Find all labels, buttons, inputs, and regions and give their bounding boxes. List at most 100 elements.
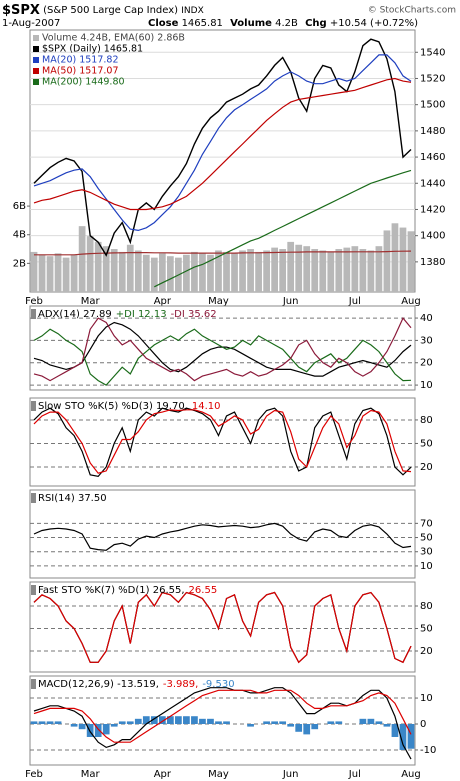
legend-entry: RSI(14) 37.50 xyxy=(38,493,107,504)
line-series xyxy=(33,689,412,743)
bar xyxy=(255,251,262,292)
bar xyxy=(271,247,279,292)
bar xyxy=(183,716,190,725)
bar xyxy=(94,241,102,292)
bar xyxy=(150,257,158,292)
bar xyxy=(30,251,38,292)
x-tick-label: Aug xyxy=(401,769,421,780)
bar xyxy=(134,718,142,725)
bar xyxy=(391,724,399,737)
bar xyxy=(231,253,238,292)
x-tick-label: Apr xyxy=(154,296,172,307)
bar xyxy=(150,716,158,725)
quote-label: Close xyxy=(148,18,179,29)
legend-swatch xyxy=(33,79,39,85)
legend-swatch xyxy=(33,57,39,63)
legend-entry: Slow STO %K(5) %D(3) 19.70, xyxy=(38,401,188,412)
bar xyxy=(142,254,150,292)
bar xyxy=(287,724,295,727)
bar xyxy=(279,249,287,292)
bar xyxy=(118,251,126,292)
bar xyxy=(78,226,86,292)
legend-entry: Fast STO %K(7) %D(1) 26.55, xyxy=(38,585,185,596)
y-tick-label: 70 xyxy=(420,518,433,529)
legend-entry: Volume 4.24B, EMA(60) 2.86B xyxy=(42,33,185,44)
legend-swatch xyxy=(31,309,36,319)
y-tick-label: 20 xyxy=(420,462,433,473)
bar xyxy=(319,250,327,292)
bar xyxy=(110,724,118,727)
y-tick-label: 30 xyxy=(420,547,433,558)
y-tick-label: 1540 xyxy=(420,47,445,58)
line-series xyxy=(34,250,412,256)
y-tick-label: 20 xyxy=(420,358,433,369)
y-tick-label: 1520 xyxy=(420,73,445,84)
y-tick-label: 1460 xyxy=(420,152,445,163)
legend-entry: -9.530 xyxy=(202,679,234,690)
y2-tick-label: 6B xyxy=(13,201,26,212)
y2-tick-label: 2B xyxy=(13,258,26,269)
bar xyxy=(175,716,182,725)
bar xyxy=(38,721,46,725)
y-tick-label: 1480 xyxy=(420,126,445,137)
bar xyxy=(407,724,415,749)
bar xyxy=(383,724,391,727)
bar xyxy=(62,257,70,292)
bar xyxy=(295,244,303,292)
line-series xyxy=(154,169,412,288)
y2-tick-label: 4B xyxy=(13,230,26,241)
legend-entry: 14.10 xyxy=(192,401,221,412)
source: © StockCharts.com xyxy=(368,6,456,16)
line-series xyxy=(33,407,412,478)
y-tick-label: 0 xyxy=(420,719,426,730)
y-tick-label: 30 xyxy=(420,335,433,346)
header-line: $SPX (S&P 500 Large Cap Index) INDX xyxy=(2,3,204,18)
bar xyxy=(54,721,62,725)
legend-swatch xyxy=(33,68,39,74)
legend-swatch xyxy=(33,46,39,52)
quote-value: 1465.81 xyxy=(182,18,223,29)
y-tick-label: 1380 xyxy=(420,257,445,268)
legend-entry: +DI 12.13 xyxy=(116,309,167,320)
bar xyxy=(303,246,311,292)
bar xyxy=(351,246,359,292)
bar xyxy=(407,231,415,292)
bar xyxy=(166,716,174,725)
bar xyxy=(295,724,303,732)
y-tick-label: 50 xyxy=(420,438,433,449)
line-series xyxy=(33,38,412,257)
bar xyxy=(199,718,206,725)
y-tick-label: 40 xyxy=(420,313,433,324)
x-tick-label: Mar xyxy=(81,769,101,780)
legend-swatch xyxy=(31,679,36,689)
bar xyxy=(86,236,94,292)
bar xyxy=(223,251,230,292)
x-tick-label: Feb xyxy=(25,769,43,780)
bar xyxy=(311,724,319,730)
bar xyxy=(359,718,367,725)
bar xyxy=(38,254,46,292)
symbol: $SPX xyxy=(2,3,40,18)
bar xyxy=(399,724,407,750)
legend-entry: 26.55 xyxy=(189,585,218,596)
line-series xyxy=(33,54,412,232)
bar xyxy=(166,256,174,292)
bar xyxy=(343,247,351,292)
bar xyxy=(142,716,150,725)
bar xyxy=(158,716,166,725)
bar xyxy=(279,721,287,725)
bar xyxy=(399,227,407,292)
legend-entry: -DI 35.62 xyxy=(171,309,217,320)
bar xyxy=(391,223,399,292)
line-series xyxy=(33,591,412,664)
x-tick-label: Mar xyxy=(81,296,101,307)
quote-label: Chg xyxy=(305,18,327,29)
x-tick-label: Aug xyxy=(401,296,421,307)
bar xyxy=(367,718,375,725)
bar xyxy=(118,721,126,725)
date: 1-Aug-2007 xyxy=(2,18,60,29)
bar xyxy=(247,724,254,727)
legend-entry: MA(50) 1517.07 xyxy=(42,66,119,77)
bar xyxy=(375,721,383,725)
